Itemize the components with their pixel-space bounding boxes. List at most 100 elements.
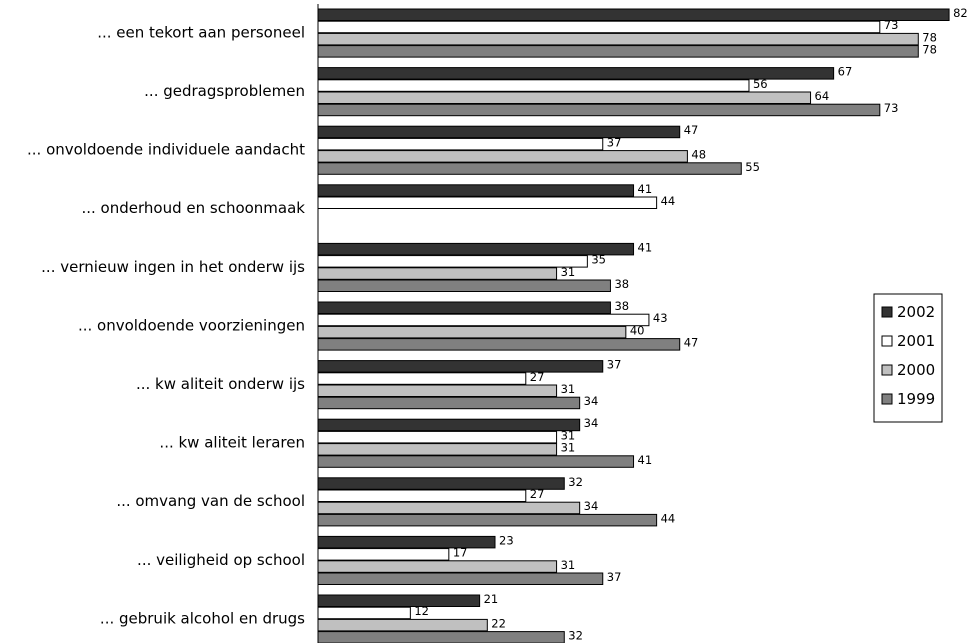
bar-2000: [317, 150, 688, 163]
category-label: ... gedragsproblemen: [144, 82, 305, 100]
bar-1999: [317, 103, 881, 117]
bar-2001: [317, 313, 650, 327]
value-label: 31: [561, 428, 576, 442]
value-label: 23: [499, 533, 514, 547]
value-label: 31: [561, 441, 576, 455]
bar-2002: [317, 8, 950, 21]
value-label: 78: [922, 30, 937, 44]
category-label: ... een tekort aan personeel: [97, 23, 305, 41]
bar-2002: [317, 594, 481, 607]
value-label: 37: [607, 570, 622, 584]
bar-2001: [317, 548, 450, 561]
value-label: 31: [561, 265, 576, 279]
category-label: ... kw aliteit onderw ijs: [136, 375, 305, 393]
value-label: 47: [684, 123, 699, 137]
bar-2000: [317, 443, 558, 456]
value-label: 27: [530, 370, 545, 384]
value-label: 44: [661, 194, 676, 208]
bar-2000: [317, 325, 627, 339]
bar-1999: [317, 279, 611, 292]
value-label: 38: [614, 299, 629, 313]
category-label: ... omvang van de school: [116, 492, 305, 510]
value-label: 32: [568, 475, 583, 489]
category-label: ... onvoldoende individuele aandacht: [27, 141, 305, 159]
bar-2000: [317, 560, 558, 573]
category-label: ... gebruik alcohol en drugs: [100, 609, 305, 627]
value-label: 78: [922, 43, 937, 57]
bar-1999: [317, 572, 604, 585]
legend-label: 2001: [897, 332, 935, 350]
category-label: ... onvoldoende voorzieningen: [78, 316, 305, 334]
bar-2001: [317, 255, 588, 268]
bar-2001: [317, 20, 881, 34]
value-label: 55: [745, 160, 760, 174]
value-label: 34: [584, 416, 599, 430]
bar-2002: [317, 184, 635, 197]
bar-2001: [317, 196, 658, 209]
bar-2001: [317, 137, 604, 151]
value-label: 43: [653, 311, 668, 325]
bar-2002: [317, 125, 681, 139]
bar-1999: [317, 162, 742, 175]
bar-2001: [317, 372, 527, 385]
bar-2000: [317, 267, 558, 280]
value-label: 12: [414, 604, 429, 618]
bar-2002: [317, 67, 835, 80]
legend-label: 2000: [897, 361, 935, 379]
value-label: 35: [591, 253, 606, 267]
value-label: 73: [884, 18, 899, 32]
value-label: 73: [884, 101, 899, 115]
bar-2002: [317, 242, 635, 256]
value-label: 47: [684, 336, 699, 350]
value-label: 41: [638, 453, 653, 467]
value-label: 38: [614, 277, 629, 291]
legend: 2002 2001 2000 1999: [873, 293, 943, 423]
category-label: ... onderhoud en schoonmaak: [81, 199, 305, 217]
value-label: 37: [607, 135, 622, 149]
value-label: 82: [953, 6, 968, 20]
bar-1999: [317, 338, 681, 351]
bar-2002: [317, 418, 581, 432]
value-label: 56: [753, 77, 768, 91]
value-label: 37: [607, 358, 622, 372]
value-label: 34: [584, 499, 599, 513]
bar-2002: [317, 477, 565, 490]
category-label: ... vernieuw ingen in het onderw ijs: [41, 258, 305, 276]
value-label: 27: [530, 487, 545, 501]
bar-1999: [317, 513, 658, 527]
legend-swatch: [881, 335, 893, 347]
bar-2001: [317, 489, 527, 502]
bar-2002: [317, 535, 496, 549]
bar-2000: [317, 32, 919, 46]
bar-2000: [317, 91, 812, 104]
value-label: 44: [661, 511, 676, 525]
value-label: 34: [584, 394, 599, 408]
bar-1999: [317, 631, 565, 643]
bar-2000: [317, 618, 488, 632]
category-label: ... kw aliteit leraren: [159, 434, 305, 452]
value-label: 41: [638, 182, 653, 196]
bar-2001: [317, 430, 558, 444]
legend-swatch: [881, 306, 893, 318]
value-label: 31: [561, 558, 576, 572]
bar-2001: [317, 606, 411, 620]
value-label: 67: [838, 65, 853, 79]
bar-2000: [317, 384, 558, 397]
legend-label: 2002: [897, 303, 935, 321]
bar-2002: [317, 360, 604, 373]
bar-1999: [317, 455, 635, 468]
legend-label: 1999: [897, 390, 935, 408]
value-label: 40: [630, 323, 645, 337]
bar-2000: [317, 501, 581, 515]
value-label: 17: [453, 546, 468, 560]
category-label: ... veiligheid op school: [137, 551, 305, 569]
value-label: 31: [561, 382, 576, 396]
bar-1999: [317, 396, 581, 410]
value-label: 41: [638, 240, 653, 254]
bar-2001: [317, 79, 750, 92]
legend-swatch: [881, 393, 893, 405]
legend-swatch: [881, 364, 893, 376]
value-label: 22: [491, 616, 506, 630]
value-label: 64: [815, 89, 830, 103]
